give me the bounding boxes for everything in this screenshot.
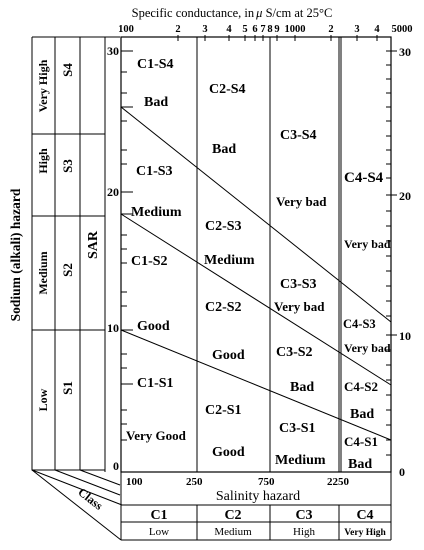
top-tick-label: 3 xyxy=(354,24,359,35)
left-sar-label: 10 xyxy=(107,321,119,335)
right-sar-label: 0 xyxy=(399,465,405,479)
zone-c3-s2-quality: Bad xyxy=(290,380,314,395)
zone-c2-s4-quality: Bad xyxy=(212,142,236,157)
zone-c4-s2: C4-S2 xyxy=(344,379,378,394)
zone-c1-s1-quality: Very Good xyxy=(126,428,187,443)
hazard-medium: Medium xyxy=(36,251,50,294)
left-sar-label: 30 xyxy=(107,44,119,58)
class-names: C1 C2 C3 C4 xyxy=(150,508,373,523)
s1-s2-boundary xyxy=(120,329,392,441)
class-s1: S1 xyxy=(60,381,75,395)
right-sar-label: 20 xyxy=(399,189,411,203)
hazard-levels: Very High High Medium Low xyxy=(36,59,50,411)
right-sar-tick-labels: 30 20 10 0 xyxy=(399,45,411,479)
class-level-medium: Medium xyxy=(214,526,252,538)
class-s3: S3 xyxy=(60,159,75,173)
top-tick-label: 5 xyxy=(242,24,247,35)
zone-c4-s3-quality: Very bad xyxy=(344,341,391,355)
top-tick-label: 2 xyxy=(328,24,333,35)
zone-c4-s1: C4-S1 xyxy=(344,434,378,449)
top-tick-label: 9 xyxy=(274,24,279,35)
zone-c3-s2: C3-S2 xyxy=(276,345,313,360)
zone-c2-s2: C2-S2 xyxy=(205,300,242,315)
top-tick-label: 4 xyxy=(374,24,380,35)
zone-c3-s1: C3-S1 xyxy=(279,421,316,436)
s3-s4-boundary xyxy=(120,106,392,323)
top-axis-tick-labels: 100 2 3 4 5 6 7 8 9 1000 2 3 4 5000 xyxy=(118,24,412,35)
zone-c4-s4: C4-S4 xyxy=(344,170,384,186)
class-s4: S4 xyxy=(60,63,75,77)
zone-c1-s3: C1-S3 xyxy=(136,164,173,179)
right-sar-label: 30 xyxy=(399,45,411,59)
left-sar-tick-labels: 30 20 10 0 xyxy=(107,44,119,473)
top-tick-label: 7 xyxy=(260,24,265,35)
bottom-axis-tick-labels: 100 250 750 2250 xyxy=(126,476,350,488)
zone-c4-s4-quality: Very bad xyxy=(344,237,391,251)
sodium-hazard-title: Sodium (alkali) hazard xyxy=(8,188,23,321)
left-sar-label: 20 xyxy=(107,185,119,199)
hazard-panel xyxy=(31,36,123,506)
right-sar-ticks xyxy=(386,50,397,456)
top-tick-label: 6 xyxy=(252,24,257,35)
zone-labels: C1-S4 Bad C1-S3 Medium C1-S2 Good C1-S1 … xyxy=(126,57,391,472)
top-tick-label: 1000 xyxy=(285,24,306,35)
zone-c3-s3: C3-S3 xyxy=(280,277,317,292)
left-sar-label: 0 xyxy=(113,459,119,473)
zone-c2-s3: C2-S3 xyxy=(205,219,242,234)
zone-c1-s2-quality: Good xyxy=(137,319,170,334)
bottom-tick-label: 250 xyxy=(186,476,203,488)
bottom-tick-label: 100 xyxy=(126,476,143,488)
zone-c3-s4-quality: Very bad xyxy=(276,194,327,209)
class-c1: C1 xyxy=(150,508,167,523)
hazard-very-high: Very High xyxy=(36,59,50,112)
zone-c3-s3-quality: Very bad xyxy=(274,299,325,314)
zone-c4-s1-quality: Bad xyxy=(348,457,372,472)
zone-c1-s4: C1-S4 xyxy=(137,57,174,72)
top-tick-label: 100 xyxy=(118,24,134,35)
class-level-very-high: Very High xyxy=(344,528,386,538)
zone-c4-s3: C4-S3 xyxy=(343,317,376,331)
plot-area xyxy=(120,36,392,473)
zone-c3-s4: C3-S4 xyxy=(280,128,317,143)
bottom-tick-label: 750 xyxy=(258,476,275,488)
hazard-high: High xyxy=(36,148,50,174)
class-level-high: High xyxy=(293,526,316,538)
right-sar-label: 10 xyxy=(399,329,411,343)
class-c4: C4 xyxy=(356,508,373,523)
s2-s3-boundary xyxy=(120,213,392,386)
class-table xyxy=(31,469,392,541)
hazard-low: Low xyxy=(36,388,50,411)
plot-frame xyxy=(120,36,392,473)
class-level-low: Low xyxy=(149,526,169,538)
top-axis-title: Specific conductance, in μ S/cm at 25°C xyxy=(132,6,333,20)
class-header: Class xyxy=(75,485,105,513)
zone-c2-s3-quality: Medium xyxy=(204,253,255,268)
zone-c1-s1: C1-S1 xyxy=(137,376,174,391)
zone-c3-s1-quality: Medium xyxy=(275,453,326,468)
class-c3: C3 xyxy=(295,508,312,523)
zone-c1-s3-quality: Medium xyxy=(131,205,182,220)
zone-c2-s2-quality: Good xyxy=(212,348,245,363)
class-s2: S2 xyxy=(60,263,75,277)
class-levels: Low Medium High Very High xyxy=(149,526,387,538)
zone-c1-s4-quality: Bad xyxy=(144,95,168,110)
class-c2: C2 xyxy=(224,508,241,523)
zone-c4-s2-quality: Bad xyxy=(350,407,374,422)
zone-c1-s2: C1-S2 xyxy=(131,254,168,269)
top-tick-label: 4 xyxy=(226,24,232,35)
bottom-tick-label: 2250 xyxy=(327,476,350,488)
sar-label: SAR xyxy=(86,230,101,259)
top-axis-ticks xyxy=(177,35,378,41)
zone-c2-s1-quality: Good xyxy=(212,445,245,460)
zone-c2-s4: C2-S4 xyxy=(209,82,246,97)
top-tick-label: 8 xyxy=(267,24,272,35)
top-tick-label: 2 xyxy=(175,24,180,35)
salinity-hazard-title: Salinity hazard xyxy=(216,489,300,504)
s-classes: S4 S3 S2 S1 xyxy=(60,63,75,395)
top-tick-label: 3 xyxy=(202,24,207,35)
top-tick-label: 5000 xyxy=(392,24,413,35)
left-sar-ticks xyxy=(121,50,133,441)
zone-c2-s1: C2-S1 xyxy=(205,403,242,418)
